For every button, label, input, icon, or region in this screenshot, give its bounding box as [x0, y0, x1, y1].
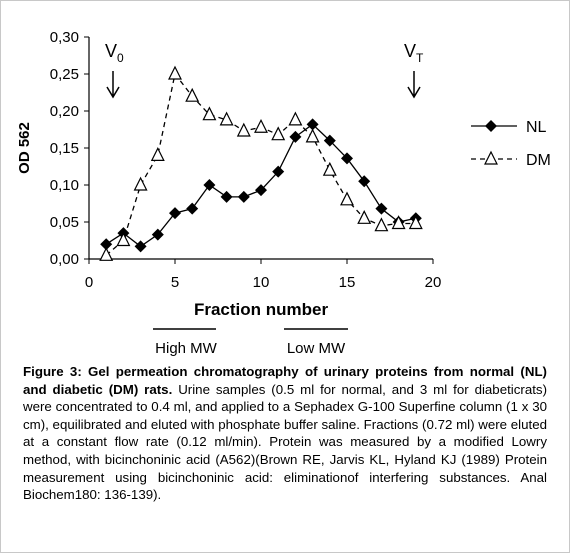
x-tick-label: 0 — [85, 274, 93, 291]
diamond-marker — [272, 165, 285, 178]
triangle-marker — [185, 87, 200, 102]
chart: Fraction number OD 562 High MW Low MW V0… — [16, 29, 551, 357]
legend-label: DM — [526, 152, 551, 169]
triangle-marker — [99, 246, 114, 261]
y-tick-label: 0,10 — [50, 177, 79, 194]
triangle-marker — [484, 150, 498, 165]
x-tick-label: 20 — [425, 274, 442, 291]
x-tick-label: 15 — [339, 274, 356, 291]
triangle-marker — [168, 65, 182, 80]
arrow — [106, 71, 120, 99]
triangle-marker — [150, 147, 165, 161]
y-tick-label: 0,05 — [50, 214, 79, 231]
y-axis-title: OD 562 — [16, 122, 33, 174]
x-axis-title: Fraction number — [194, 300, 329, 319]
y-tick-label: 0,30 — [50, 29, 79, 46]
diamond-marker — [289, 130, 302, 143]
triangle-marker — [357, 209, 372, 224]
diamond-marker — [220, 190, 233, 203]
diamond-marker — [323, 134, 336, 147]
caption-text: Urine samples (0.5 ml for normal, and 3 … — [23, 381, 547, 503]
y-tick-label: 0,25 — [50, 66, 79, 83]
range-label: High MW — [155, 340, 218, 357]
diamond-marker — [186, 202, 199, 215]
annotation: VT — [404, 41, 424, 65]
triangle-marker — [219, 111, 234, 126]
diamond-marker — [485, 120, 497, 132]
triangle-marker — [408, 215, 423, 230]
diamond-marker — [134, 240, 147, 253]
triangle-marker — [340, 191, 354, 206]
triangle-marker — [288, 111, 303, 126]
diamond-marker — [237, 190, 250, 203]
y-tick-label: 0,20 — [50, 103, 79, 120]
caption: Figure 3: Gel permeation chromatography … — [23, 363, 547, 504]
triangle-marker — [254, 118, 268, 133]
y-tick-label: 0,00 — [50, 251, 79, 268]
triangle-marker — [202, 106, 217, 121]
triangle-marker — [374, 217, 389, 232]
triangle-marker — [116, 232, 131, 247]
diamond-marker — [203, 179, 216, 191]
triangle-marker — [305, 128, 320, 143]
annotation: V0 — [105, 41, 124, 65]
arrow — [407, 71, 421, 99]
diamond-marker — [151, 228, 164, 241]
triangle-marker — [322, 161, 337, 176]
diamond-marker — [341, 152, 353, 165]
diamond-marker — [358, 175, 371, 188]
caption-bold: Figure 3: Gel permeation chromatography … — [23, 364, 547, 397]
x-tick-label: 10 — [253, 274, 270, 291]
y-tick-label: 0,15 — [50, 140, 79, 157]
diamond-marker — [100, 238, 113, 251]
legend-label: NL — [526, 119, 547, 136]
triangle-marker — [391, 215, 406, 230]
triangle-marker — [236, 122, 251, 137]
triangle-marker — [271, 126, 286, 141]
x-tick-label: 5 — [171, 274, 179, 291]
diamond-marker — [375, 202, 388, 215]
triangle-marker — [133, 176, 148, 191]
series-line — [105, 72, 416, 256]
range-label: Low MW — [287, 340, 346, 357]
diamond-marker — [306, 118, 319, 131]
diamond-marker — [169, 207, 181, 220]
diamond-marker — [255, 184, 267, 197]
